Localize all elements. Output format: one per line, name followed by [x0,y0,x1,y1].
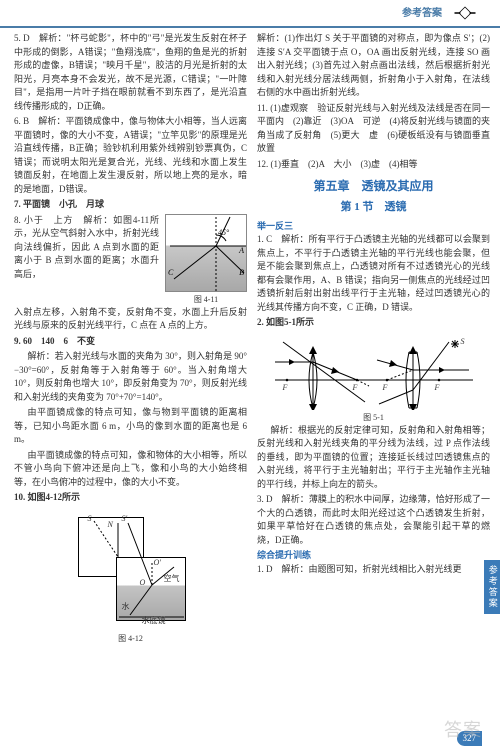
fig411-ang: 45° [218,227,229,239]
left-column: 5. D 解析："杯弓蛇影"，杯中的"弓"是光发生反射在杯子中形成的倒影，A错误… [14,32,247,645]
figure-4-11-wrap: A B C 45° 图 4-11 [165,214,247,306]
page-header: 参考答案 [0,0,500,28]
figure-4-11-svg [166,215,248,293]
answer-7: 7. 平面镜 小孔 月球 [14,198,247,212]
answer-8b: 入射点左移，入射角不变，反射角不变，水面上升后反射光线与原来的反射光线平行，C … [14,306,247,333]
fig412-Op: O′ [154,557,162,569]
side-tab: 参考答案 [484,560,500,614]
right-analysis-a: 解析：(1)作出灯 S 关于平面镜的对称点，即为像点 S′；(2)连接 S′A … [257,32,490,100]
fig412-Sp: S′ [122,513,128,525]
answer-10: 10. 如图4-12所示 [14,491,247,505]
answer-5d: 5. D 解析："杯弓蛇影"，杯中的"弓"是光发生反射在杯子中形成的倒影，A错误… [14,32,247,113]
fig51-F2: F [283,382,288,394]
fig51-F4: F [435,382,440,394]
fig51-F3: F [383,382,388,394]
answer-8a: 8. 小于 上方 解析：如图4-11所示，光从空气斜射入水中，折射光线向法线偏折… [14,214,159,282]
figure-4-12-svg [66,509,196,629]
fig51-caption: 图 5-1 [257,412,490,424]
fig51-S: S [461,336,465,348]
fig411-caption: 图 4-11 [165,294,247,306]
fig412-bottom: 水底镜 [142,615,166,627]
juyifansan-label: 举一反三 [257,220,490,234]
content-columns: 5. D 解析："杯弓蛇影"，杯中的"弓"是光发生反射在杯子中形成的倒影，A错误… [0,28,500,645]
fig412-O: O [140,577,146,589]
header-icon [450,4,480,22]
answer-9c: 由平面镜成像的特点可知，像和物体的大小相等，所以不管小鸟向下俯冲还是向上飞，像和… [14,449,247,490]
fig412-N: N [108,519,113,531]
fig412-caption: 图 4-12 [14,633,247,645]
answer-2a: 解析：根据光的反射定律可知，反射角和入射角相等；反射光线和入射光线夹角的平分线为… [257,424,490,492]
fig411-A: A [239,245,244,257]
fig411-B: B [239,267,244,279]
figure-4-11: A B C 45° [165,214,247,292]
section-1-title: 第 1 节 透镜 [257,199,490,216]
fig412-air: 空气 [164,573,180,585]
answer-8-wrap: 8. 小于 上方 解析：如图4-11所示，光从空气斜射入水中，折射光线向法线偏折… [14,214,247,306]
fig412-water: 水 [122,601,130,613]
answer-3d: 3. D 解析：薄膜上的积水中间厚，边缘薄，恰好形成了一个大的凸透镜，而此时太阳… [257,493,490,547]
answer-1c: 1. C 解析：所有平行于凸透镜主光轴的光线都可以会聚到焦点上，不平行于凸透镜主… [257,233,490,314]
figure-5-1: F F F F S [269,332,479,410]
fig51-F1: F [353,382,358,394]
fig412-S: S [88,513,92,525]
figure-4-12: S S′ N O O′ 空气 水 水底镜 [66,509,196,629]
watermark: 答案 [444,717,482,744]
answer-9: 9. 60 140 6 不变 [14,335,247,349]
answer-12: 12. (1)垂直 (2)A 大小 (3)虚 (4)相等 [257,158,490,172]
figure-5-1-svg [269,332,479,410]
answer-2: 2. 如图5-1所示 [257,316,490,330]
answer-6b: 6. B 解析：平面镜成像中，像与物体大小相等，当人远离平面镜时，像的大小不变，… [14,115,247,196]
fig411-C: C [168,267,173,279]
right-column: 解析：(1)作出灯 S 关于平面镜的对称点，即为像点 S′；(2)连接 S′A … [257,32,490,645]
answer-11: 11. (1)虚观察 验证反射光线与入射光线及法线是否在同一平面内 (2)靠近 … [257,102,490,156]
answer-9b: 由平面镜成像的特点可知，像与物到平面镜的距离相等，已知小鸟距水面 6 m，小鸟的… [14,406,247,447]
answer-z1d: 1. D 解析：由题图可知，折射光线相比入射光线更 [257,563,490,577]
header-title: 参考答案 [402,6,442,21]
chapter-5-title: 第五章 透镜及其应用 [257,177,490,195]
answer-9a: 解析：若入射光线与水面的夹角为 30°，则入射角是 90°−30°=60°，反射… [14,350,247,404]
zonghe-label: 综合提升训练 [257,549,490,563]
